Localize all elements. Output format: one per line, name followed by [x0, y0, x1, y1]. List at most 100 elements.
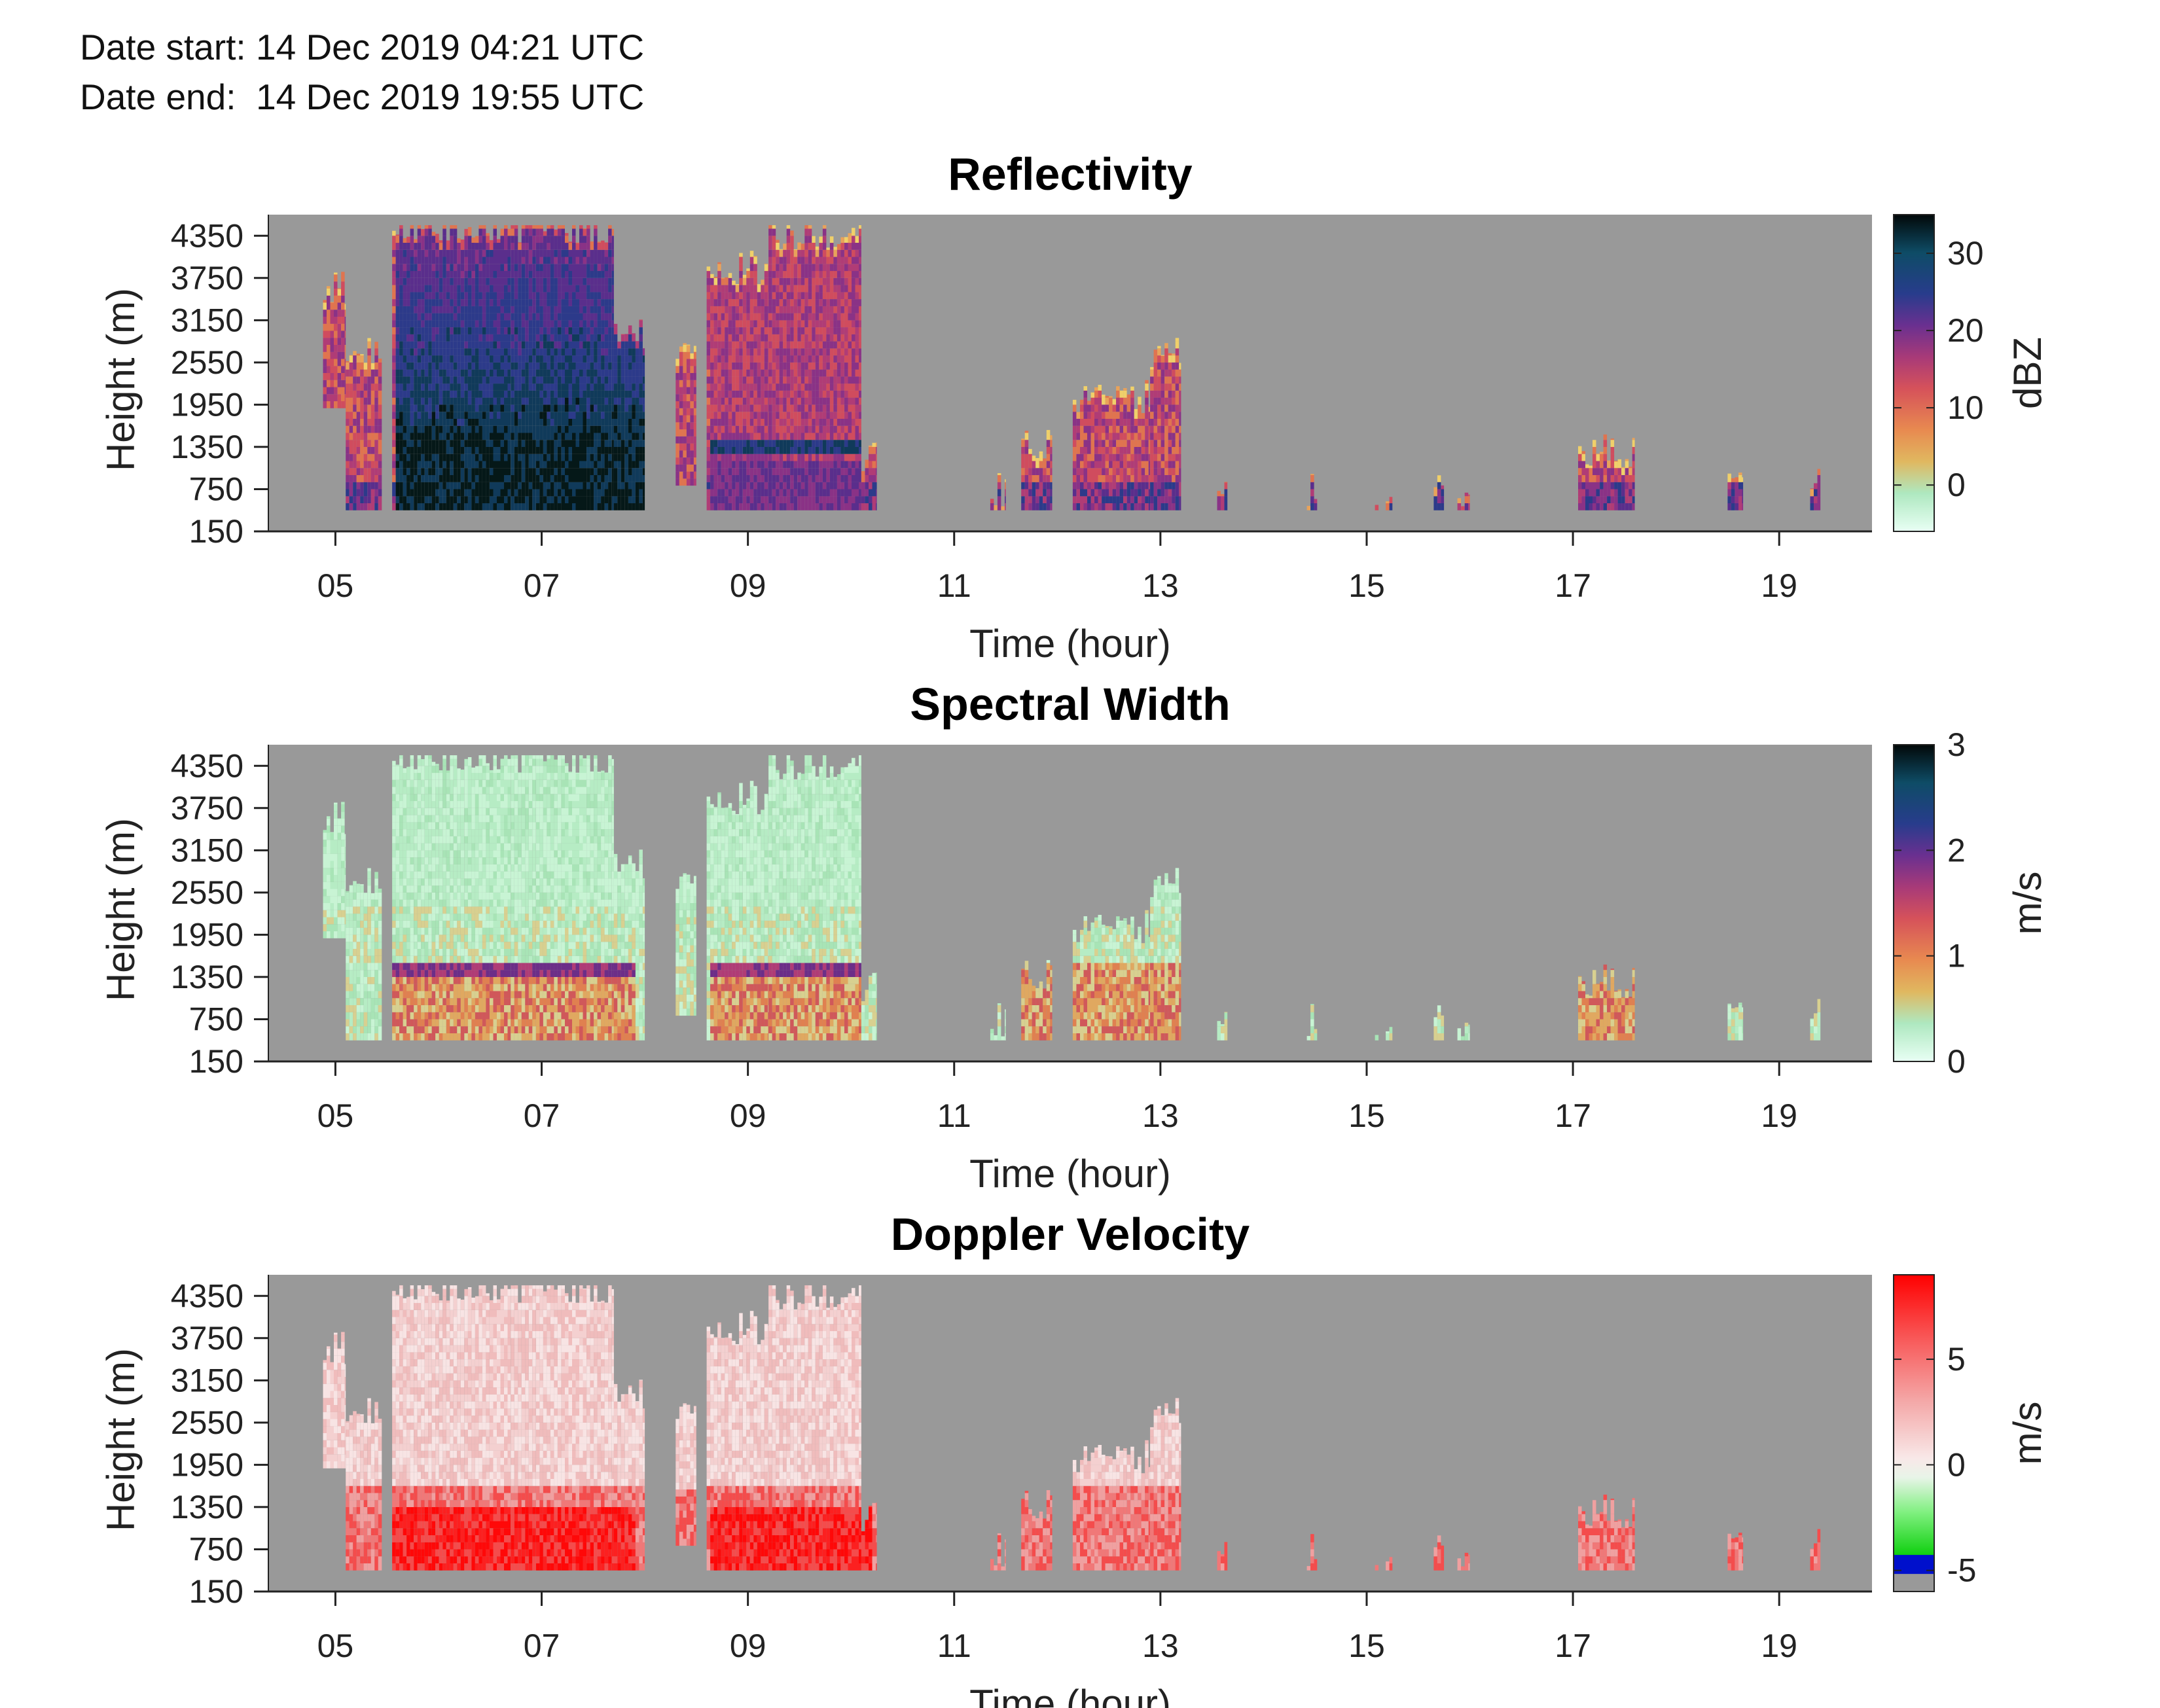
echo-cell	[772, 257, 776, 264]
echo-cell	[790, 461, 794, 469]
echo-cell	[812, 503, 816, 510]
echo-cell	[717, 264, 721, 272]
echo-cell	[334, 330, 338, 338]
echo-cell	[735, 404, 740, 412]
echo-cell	[349, 482, 353, 489]
echo-cell	[613, 433, 618, 440]
echo-cell	[406, 369, 410, 377]
echo-cell	[815, 376, 819, 384]
echo-cell	[790, 341, 794, 349]
echo-cell	[742, 397, 747, 405]
echo-cell	[601, 299, 605, 306]
echo-cell	[617, 341, 621, 349]
echo-cell	[779, 440, 783, 447]
echo-cell	[482, 390, 486, 398]
echo-cell	[575, 306, 579, 313]
echo-cell	[786, 482, 791, 489]
echo-cell	[721, 496, 725, 503]
echo-cell	[801, 468, 805, 475]
echo-cell	[417, 482, 422, 489]
echo-cell	[852, 299, 855, 306]
echo-cell	[417, 454, 422, 461]
echo-cell	[337, 302, 342, 310]
echo-cell	[844, 482, 848, 489]
echo-cell	[837, 264, 841, 272]
echo-cell	[334, 272, 338, 275]
echo-cell	[439, 240, 443, 243]
echo-cell	[565, 440, 569, 447]
echo-cell	[539, 503, 543, 510]
echo-cell	[613, 425, 618, 433]
echo-cell	[439, 257, 443, 264]
echo-cell	[772, 440, 776, 447]
echo-cell	[554, 285, 558, 293]
echo-cell	[859, 320, 861, 328]
echo-cell	[757, 390, 761, 398]
echo-cell	[535, 440, 540, 447]
echo-cell	[721, 327, 725, 334]
echo-cell	[428, 327, 432, 334]
echo-cell	[812, 482, 816, 489]
echo-cell	[337, 401, 342, 408]
echo-cell	[323, 330, 327, 338]
echo-cell	[565, 236, 569, 243]
echo-cell	[786, 299, 791, 306]
echo-cell	[590, 320, 594, 328]
echo-cell	[467, 355, 472, 363]
echo-cell	[768, 446, 772, 454]
echo-cell	[493, 228, 497, 236]
echo-cell	[467, 236, 472, 243]
echo-cell	[764, 433, 768, 440]
echo-cell	[504, 468, 508, 475]
echo-cell	[457, 327, 461, 334]
echo-cell	[579, 446, 583, 454]
echo-cell	[746, 362, 750, 370]
echo-cell	[586, 446, 590, 454]
echo-cell	[554, 320, 558, 328]
echo-cell	[504, 503, 508, 510]
echo-cell	[819, 404, 823, 412]
echo-cell	[493, 264, 497, 272]
echo-cell	[460, 285, 465, 293]
echo-cell	[475, 376, 479, 384]
echo-cell	[686, 373, 691, 380]
echo-cell	[360, 362, 364, 370]
echo-cell	[446, 249, 450, 257]
echo-cell	[497, 327, 501, 334]
echo-cell	[511, 390, 514, 398]
echo-cell	[621, 334, 625, 335]
echo-cell	[608, 390, 612, 398]
echo-cell	[435, 264, 439, 272]
echo-cell	[852, 292, 855, 300]
echo-cell	[453, 236, 458, 243]
echo-cell	[632, 433, 636, 440]
echo-cell	[568, 292, 572, 300]
echo-cell	[579, 383, 583, 391]
echo-cell	[746, 277, 750, 285]
echo-cell	[735, 313, 740, 321]
echo-cell	[417, 461, 422, 469]
echo-cell	[547, 475, 550, 482]
echo-cell	[395, 503, 400, 510]
echo-cell	[575, 327, 579, 334]
echo-cell	[855, 369, 859, 377]
echo-cell	[486, 306, 490, 313]
echo-cell	[783, 243, 787, 250]
echo-cell	[439, 348, 443, 356]
echo-cell	[450, 433, 454, 440]
echo-cell	[547, 225, 550, 229]
echo-cell	[543, 299, 547, 306]
echo-cell	[478, 390, 482, 398]
echo-cell	[768, 271, 772, 278]
chart-panel-1: Reflectivity1507501350195025503150375043…	[99, 149, 2049, 666]
echo-cell	[395, 327, 400, 334]
echo-cell	[370, 496, 375, 503]
echo-cell	[528, 236, 533, 243]
echo-cell	[594, 320, 598, 328]
echo-cell	[392, 257, 396, 264]
echo-cell	[486, 404, 490, 412]
echo-cell	[370, 433, 375, 440]
echo-cell	[764, 404, 768, 412]
echo-cell	[511, 264, 514, 272]
echo-cell	[749, 277, 754, 285]
